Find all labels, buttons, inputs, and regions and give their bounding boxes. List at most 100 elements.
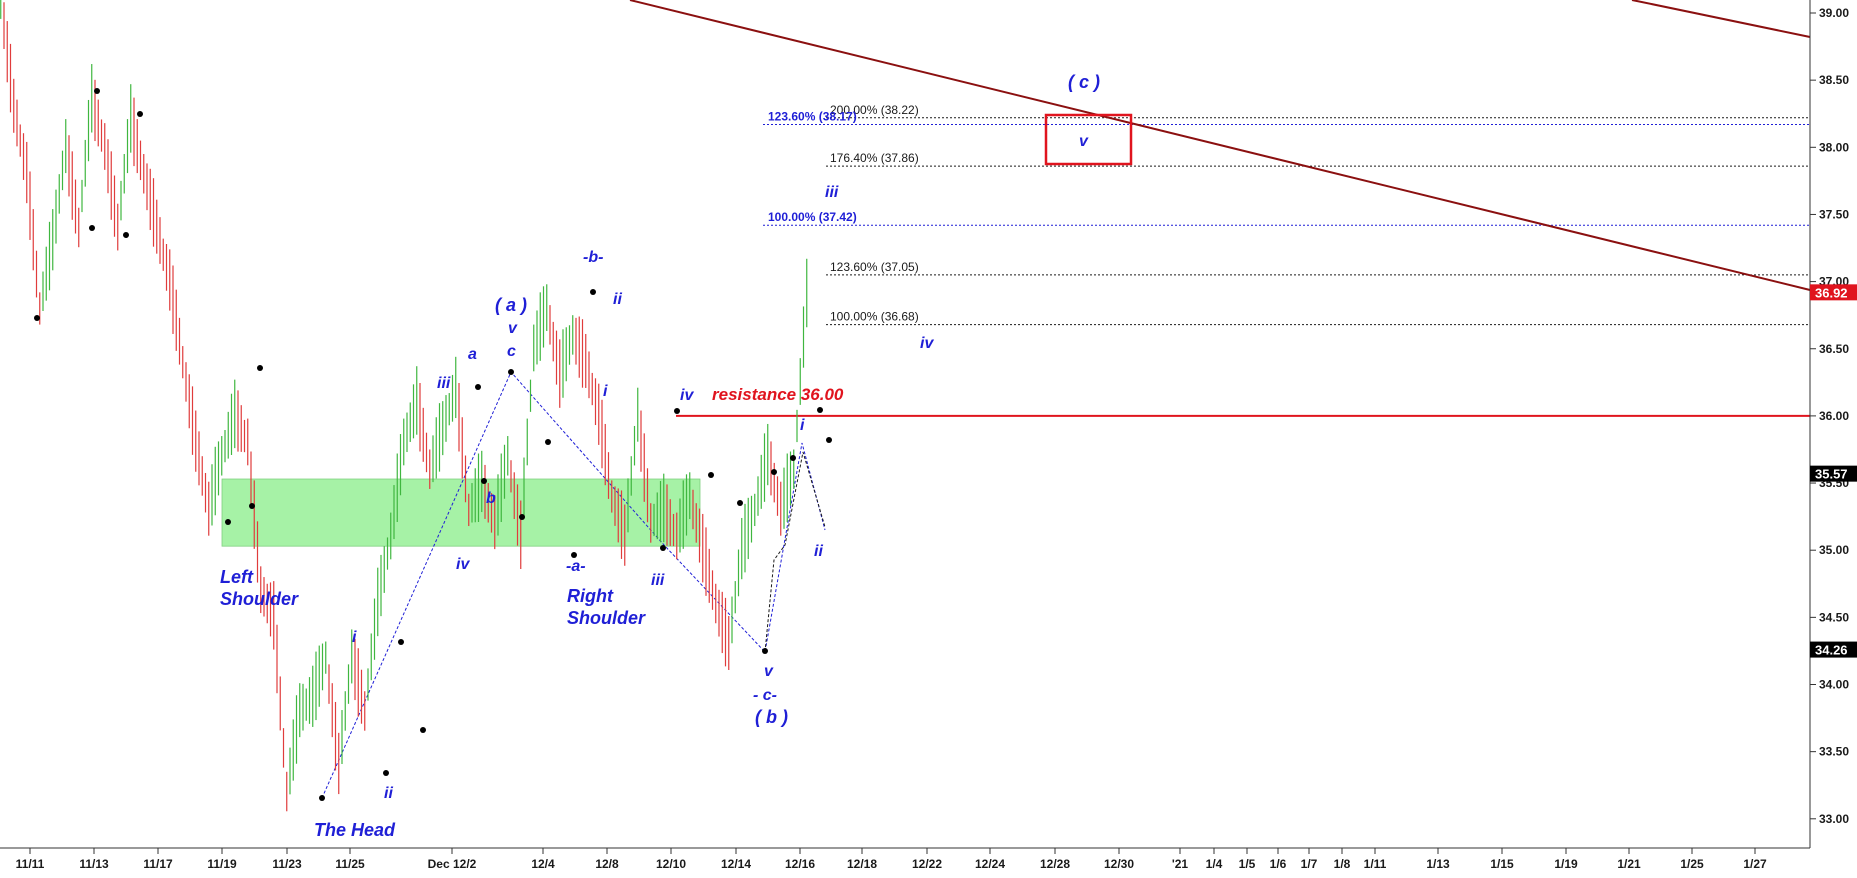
pivot-dot bbox=[257, 365, 263, 371]
fib-label: 100.00% (36.68) bbox=[830, 310, 919, 324]
x-tick-label: 12/14 bbox=[721, 857, 751, 871]
y-tick-label: 35.00 bbox=[1819, 543, 1849, 557]
y-tick-label: 39.00 bbox=[1819, 6, 1849, 20]
price-label: 34.26 bbox=[1815, 643, 1848, 658]
price-label: 36.92 bbox=[1815, 285, 1848, 300]
wave-label: v bbox=[1079, 133, 1089, 150]
wave-label: ii bbox=[613, 291, 622, 308]
x-tick-label: 11/23 bbox=[272, 857, 302, 871]
wave-label: i bbox=[800, 417, 805, 434]
wave-label: - c- bbox=[753, 687, 777, 704]
price-label-bg bbox=[1810, 284, 1857, 301]
pivot-dot bbox=[225, 519, 231, 525]
y-tick-label: 34.50 bbox=[1819, 610, 1849, 624]
wave-label: The Head bbox=[314, 820, 396, 840]
shaded-zone bbox=[221, 478, 701, 547]
wave-label: -a- bbox=[566, 558, 586, 575]
x-tick-label: 11/11 bbox=[16, 857, 45, 871]
y-tick-label: 33.00 bbox=[1819, 812, 1849, 826]
price-bars-layer bbox=[0, 0, 808, 812]
pivot-dot bbox=[771, 469, 777, 475]
x-tick-label: 12/24 bbox=[975, 857, 1005, 871]
pivot-dot bbox=[762, 648, 768, 654]
x-tick-label: 1/21 bbox=[1617, 857, 1641, 871]
wave-label: -b- bbox=[583, 249, 603, 266]
wave-label: Right bbox=[567, 586, 614, 606]
y-tick-label: 36.50 bbox=[1819, 342, 1849, 356]
pivot-dot bbox=[249, 503, 255, 509]
pivot-dot bbox=[545, 439, 551, 445]
wave-label: b bbox=[486, 490, 496, 507]
y-tick-label: 36.00 bbox=[1819, 409, 1849, 423]
pivot-dot bbox=[319, 795, 325, 801]
trendline-upper bbox=[1631, 0, 1811, 38]
x-tick-label: 12/18 bbox=[847, 857, 877, 871]
fib-label: 100.00% (37.42) bbox=[768, 210, 857, 224]
y-tick-label: 37.50 bbox=[1819, 207, 1849, 221]
pivot-dot bbox=[89, 225, 95, 231]
pivot-dot bbox=[590, 289, 596, 295]
price-label-bg bbox=[1810, 465, 1857, 482]
pivot-dot bbox=[660, 545, 666, 551]
wave-label: i bbox=[603, 383, 608, 400]
pivot-dot bbox=[94, 88, 100, 94]
y-tick-label: 33.50 bbox=[1819, 745, 1849, 759]
x-tick-label: 1/6 bbox=[1270, 857, 1287, 871]
wave-label: ii bbox=[384, 785, 393, 802]
x-tick-label: 1/19 bbox=[1554, 857, 1578, 871]
pivot-dot bbox=[826, 437, 832, 443]
x-tick-label: 11/19 bbox=[207, 857, 237, 871]
x-tick-label: 12/30 bbox=[1104, 857, 1134, 871]
y-tick-label: 38.50 bbox=[1819, 73, 1849, 87]
fib-label: 123.60% (37.05) bbox=[830, 260, 919, 274]
wave-line bbox=[321, 371, 826, 799]
resistance-label: resistance 36.00 bbox=[712, 385, 844, 404]
pivot-dot bbox=[519, 514, 525, 520]
pivot-dot bbox=[708, 472, 714, 478]
pivot-dot bbox=[420, 727, 426, 733]
x-tick-label: 1/7 bbox=[1301, 857, 1318, 871]
pivot-dot bbox=[475, 384, 481, 390]
x-tick-label: 12/8 bbox=[595, 857, 619, 871]
x-tick-label: 1/15 bbox=[1490, 857, 1514, 871]
y-tick-label: 34.00 bbox=[1819, 678, 1849, 692]
pivot-dot bbox=[383, 770, 389, 776]
wave-label: v bbox=[508, 320, 518, 337]
wave-label: Shoulder bbox=[567, 608, 646, 628]
x-tick-label: 12/28 bbox=[1040, 857, 1070, 871]
price-label-bg bbox=[1810, 641, 1857, 658]
x-tick-label: 1/5 bbox=[1239, 857, 1256, 871]
wave-label: Shoulder bbox=[220, 589, 299, 609]
x-tick-label: 1/8 bbox=[1334, 857, 1351, 871]
wave-label: Left bbox=[220, 567, 254, 587]
wave-label: ( c ) bbox=[1068, 72, 1100, 92]
pivot-dot bbox=[508, 369, 514, 375]
x-tick-label: 11/17 bbox=[143, 857, 173, 871]
shaded-zone-layer bbox=[221, 478, 701, 547]
pivot-dot bbox=[34, 315, 40, 321]
wave-label: v bbox=[764, 663, 774, 680]
pivot-dot bbox=[137, 111, 143, 117]
x-tick-label: 12/4 bbox=[531, 857, 555, 871]
price-label: 35.57 bbox=[1815, 467, 1848, 482]
pivot-dot bbox=[123, 232, 129, 238]
wave-label: iv bbox=[456, 556, 470, 573]
y-tick-label: 38.00 bbox=[1819, 140, 1849, 154]
wave-label: a bbox=[468, 346, 477, 363]
wave-label: ( a ) bbox=[495, 295, 527, 315]
fib-label: 123.60% (38.17) bbox=[768, 109, 857, 123]
trendline-main bbox=[629, 0, 1811, 291]
target-box bbox=[1044, 113, 1133, 166]
pivot-dot bbox=[674, 408, 680, 414]
pivot-dots-layer bbox=[34, 88, 832, 801]
wave-label: ( b ) bbox=[755, 707, 788, 727]
x-tick-label: 11/13 bbox=[79, 857, 109, 871]
x-tick-label: 12/10 bbox=[656, 857, 686, 871]
pivot-dot bbox=[790, 455, 796, 461]
wave-line-inner bbox=[764, 451, 826, 653]
x-tick-label: 1/11 bbox=[1364, 857, 1387, 871]
pivot-dot bbox=[817, 407, 823, 413]
